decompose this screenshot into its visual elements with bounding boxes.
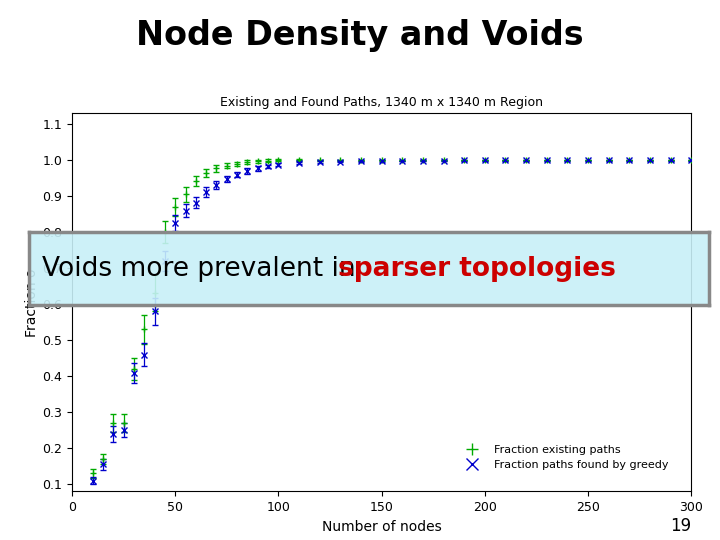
Text: 19: 19 [670,517,691,535]
X-axis label: Number of nodes: Number of nodes [322,519,441,534]
Y-axis label: Fraction o: Fraction o [25,268,40,336]
Text: Node Density and Voids: Node Density and Voids [136,18,584,52]
Title: Existing and Found Paths, 1340 m x 1340 m Region: Existing and Found Paths, 1340 m x 1340 … [220,97,543,110]
Text: Voids more prevalent in: Voids more prevalent in [42,255,364,282]
Legend: Fraction existing paths, Fraction paths found by greedy: Fraction existing paths, Fraction paths … [453,440,673,475]
Text: sparser topologies: sparser topologies [338,255,616,282]
